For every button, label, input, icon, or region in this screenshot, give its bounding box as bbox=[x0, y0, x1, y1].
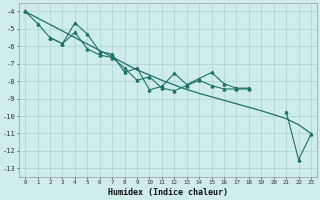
X-axis label: Humidex (Indice chaleur): Humidex (Indice chaleur) bbox=[108, 188, 228, 197]
